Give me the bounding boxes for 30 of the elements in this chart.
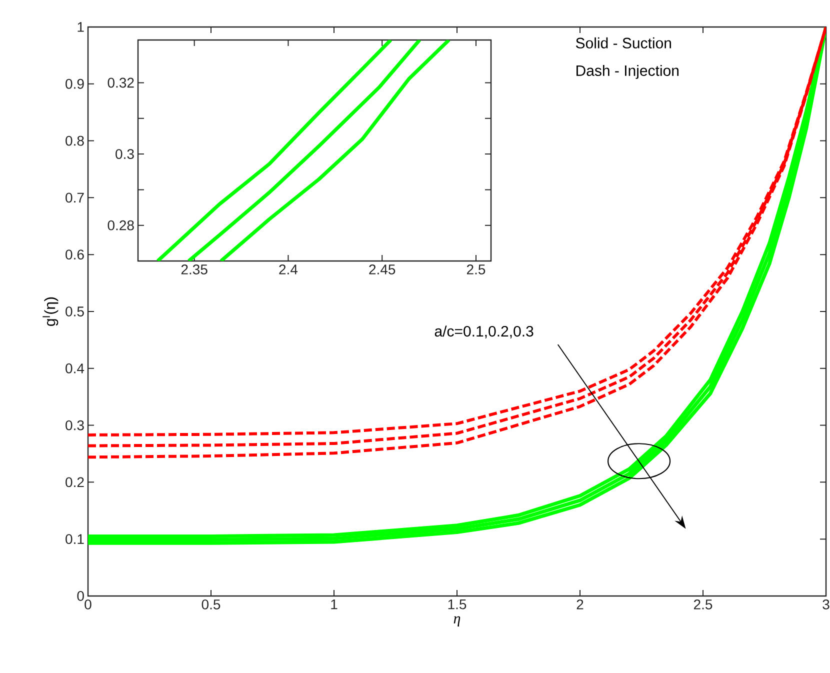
- y-tick-label: 0.4: [66, 363, 84, 374]
- annotation: a/c=0.1,0.2,0.3: [434, 326, 534, 338]
- y-tick-label: 0.28: [108, 220, 134, 230]
- x-tick-label: 0.5: [202, 600, 220, 610]
- x-tick-label: 2.5: [694, 600, 712, 610]
- y-tick-label: 0.8: [66, 136, 84, 146]
- x-tick-label: 2.5: [466, 264, 486, 274]
- x-tick-label: 1: [331, 600, 338, 610]
- x-tick-label: 2.4: [279, 264, 298, 274]
- y-tick-label: 0.6: [66, 250, 84, 260]
- x-tick-label: 2.35: [181, 264, 208, 274]
- y-tick-label: 0.5: [66, 306, 84, 316]
- x-tick-label: 2: [576, 600, 584, 610]
- annotation: Dash - Injection: [576, 64, 679, 79]
- x-axis-title: η: [454, 616, 460, 627]
- x-tick-label: 1.5: [448, 600, 466, 610]
- y-tick-label: 0: [77, 591, 84, 601]
- y-tick-label: 0.3: [66, 420, 84, 430]
- y-axis-title: g$^{I}$(η): [42, 297, 58, 326]
- y-tick-label: 0.2: [66, 477, 84, 488]
- y-tick-label: 0.3: [116, 149, 134, 160]
- x-tick-label: 3: [822, 600, 830, 610]
- y-tick-label: 0.9: [66, 78, 84, 89]
- y-tick-label: 0.32: [108, 78, 134, 88]
- y-tick-label: 0.7: [66, 192, 84, 203]
- x-tick-label: 0: [84, 600, 92, 610]
- y-tick-label: 0.1: [66, 534, 84, 544]
- y-tick-label: 1: [78, 22, 84, 32]
- x-tick-label: 2.45: [369, 264, 396, 274]
- annotation: Solid - Suction: [576, 37, 672, 48]
